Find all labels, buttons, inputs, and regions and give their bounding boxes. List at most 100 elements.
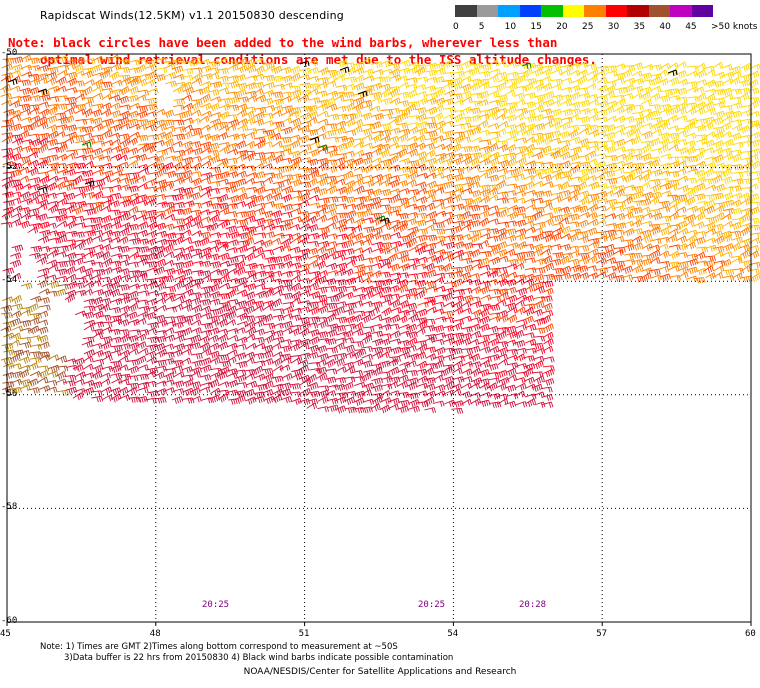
wind-barb: [371, 174, 384, 182]
wind-barb: [82, 363, 94, 371]
wind-barb: [118, 355, 129, 363]
wind-barb: [208, 350, 220, 359]
wind-barb: [551, 78, 563, 86]
wind-barb: [388, 142, 400, 149]
wind-barb: [316, 207, 327, 215]
wind-barb: [201, 322, 214, 330]
wind-barb: [291, 372, 303, 381]
wind-barb: [560, 170, 573, 178]
wind-barb: [190, 352, 203, 360]
wind-barb: [81, 147, 94, 155]
wind-barb: [720, 147, 733, 155]
wind-barb: [136, 110, 148, 119]
wind-barb: [315, 345, 328, 354]
wind-barb: [497, 207, 509, 214]
wind-barb: [315, 125, 326, 133]
wind-barb: [657, 243, 669, 251]
wind-barb: [477, 339, 490, 348]
wind-barb: [217, 268, 229, 277]
wind-barb: [677, 175, 689, 183]
wind-barb: [110, 297, 123, 306]
wind-barb: [298, 268, 310, 275]
wind-barb: [290, 397, 302, 406]
wind-barb: [684, 140, 696, 148]
wind-barb: [100, 251, 111, 261]
wind-barb: [451, 367, 463, 375]
wind-barb: [253, 239, 265, 247]
wind-barb: [444, 381, 455, 391]
wind-barb: [495, 82, 507, 91]
wind-barb: [360, 99, 373, 107]
wind-barb: [568, 189, 580, 197]
wind-barb: [120, 138, 131, 148]
wind-barb: [117, 386, 129, 395]
wind-barb: [154, 335, 167, 343]
wind-barb: [90, 223, 103, 231]
wind-barb: [100, 124, 112, 131]
wind-barb: [741, 157, 753, 164]
longitude-tick-label: 48: [149, 629, 161, 639]
wind-barb: [398, 254, 410, 263]
wind-barb: [406, 67, 418, 75]
wind-barb: [432, 112, 444, 121]
wind-barb: [370, 163, 382, 171]
footnote-line-1: Note: 1) Times are GMT 2)Times along bot…: [40, 642, 398, 652]
wind-barb: [379, 333, 392, 340]
wind-barb: [344, 226, 356, 233]
wind-barb: [641, 140, 653, 147]
low-speed-barb: [521, 62, 532, 70]
wind-barb: [416, 241, 428, 250]
wind-barb: [19, 309, 31, 317]
wind-barb: [219, 360, 232, 368]
wind-barb: [740, 178, 753, 185]
wind-barb: [92, 331, 104, 339]
wind-barb: [560, 86, 573, 93]
colorbar-segment: [562, 5, 584, 17]
wind-barb: [722, 275, 735, 282]
wind-barb: [190, 215, 202, 225]
wind-barb: [135, 175, 147, 182]
wind-barb: [705, 131, 716, 138]
wind-barb: [190, 177, 202, 187]
wind-barb: [64, 266, 76, 275]
wind-barb: [452, 295, 465, 303]
wind-barb: [658, 261, 671, 268]
wind-barb: [360, 239, 373, 246]
wind-barb: [172, 119, 185, 126]
wind-barb: [471, 309, 483, 318]
wind-barb: [209, 155, 221, 164]
wind-barb: [75, 371, 87, 380]
wind-barb: [162, 223, 175, 231]
wind-barb: [191, 278, 204, 286]
wind-barb: [171, 193, 184, 201]
wind-barb: [111, 165, 124, 172]
wind-barb: [27, 73, 40, 81]
wind-barb: [155, 57, 167, 65]
wind-barb: [334, 254, 346, 261]
wind-barb: [27, 303, 39, 311]
wind-barb: [289, 314, 302, 322]
wind-barb: [514, 213, 527, 220]
wind-barb: [27, 378, 39, 387]
wind-barb: [164, 368, 177, 375]
wind-barb: [117, 329, 130, 336]
wind-barb: [261, 350, 274, 359]
wind-barb: [424, 363, 437, 370]
wind-barb: [541, 212, 554, 219]
wind-barb: [47, 280, 60, 289]
wind-barb: [372, 113, 384, 121]
wind-barb: [434, 249, 446, 257]
wind-barb: [334, 405, 347, 414]
wind-barb: [667, 204, 679, 211]
wind-barb: [730, 88, 742, 95]
wind-barb: [613, 160, 626, 167]
wind-barb: [613, 167, 625, 175]
wind-barb: [414, 66, 426, 76]
wind-barb: [595, 271, 607, 279]
wind-barb: [389, 346, 402, 355]
wind-barb: [181, 192, 193, 200]
wind-barb: [290, 307, 302, 315]
wind-barb: [684, 121, 696, 131]
wind-barb: [505, 197, 518, 204]
wind-barb: [316, 299, 329, 307]
